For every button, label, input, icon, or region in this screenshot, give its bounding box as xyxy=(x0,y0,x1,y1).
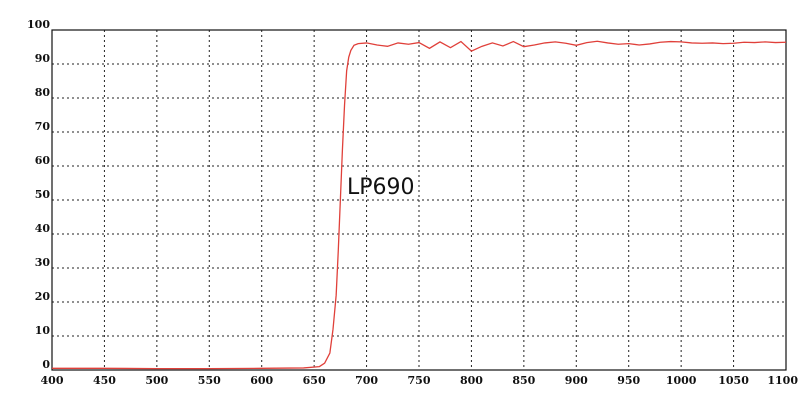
y-tick-label: 40 xyxy=(35,222,51,235)
y-tick-label: 30 xyxy=(35,256,51,269)
x-tick-label: 1100 xyxy=(767,374,798,387)
x-tick-label: 800 xyxy=(460,374,483,387)
x-tick-label: 700 xyxy=(355,374,378,387)
x-tick-label: 750 xyxy=(408,374,431,387)
filter-annotation: LP690 xyxy=(347,175,415,200)
x-tick-label: 850 xyxy=(512,374,535,387)
y-tick-label: 90 xyxy=(35,52,51,65)
x-tick-label: 400 xyxy=(41,374,64,387)
y-tick-label: 20 xyxy=(35,290,51,303)
y-axis-ticks: 0 10 20 30 40 50 60 70 80 90 100 xyxy=(27,18,50,371)
x-tick-label: 950 xyxy=(617,374,640,387)
series-line xyxy=(52,40,787,370)
y-tick-label: 0 xyxy=(42,358,50,371)
x-tick-label: 1050 xyxy=(718,374,749,387)
x-tick-label: 500 xyxy=(145,374,168,387)
x-tick-label: 450 xyxy=(93,374,116,387)
y-tick-label: 60 xyxy=(35,154,51,167)
x-tick-label: 550 xyxy=(198,374,221,387)
y-tick-label: 50 xyxy=(35,188,51,201)
x-tick-label: 650 xyxy=(303,374,326,387)
grid-lines xyxy=(52,30,786,370)
y-tick-label: 80 xyxy=(35,86,51,99)
y-tick-label: 100 xyxy=(27,18,50,31)
y-tick-label: 10 xyxy=(35,324,51,337)
x-tick-label: 1000 xyxy=(666,374,697,387)
plot-frame xyxy=(51,29,787,371)
x-axis-ticks: 400 450 500 550 600 650 700 750 800 850 900 950 1000… xyxy=(41,374,799,387)
x-tick-label: 900 xyxy=(565,374,588,387)
x-tick-label: 600 xyxy=(250,374,273,387)
y-tick-label: 70 xyxy=(35,120,51,133)
